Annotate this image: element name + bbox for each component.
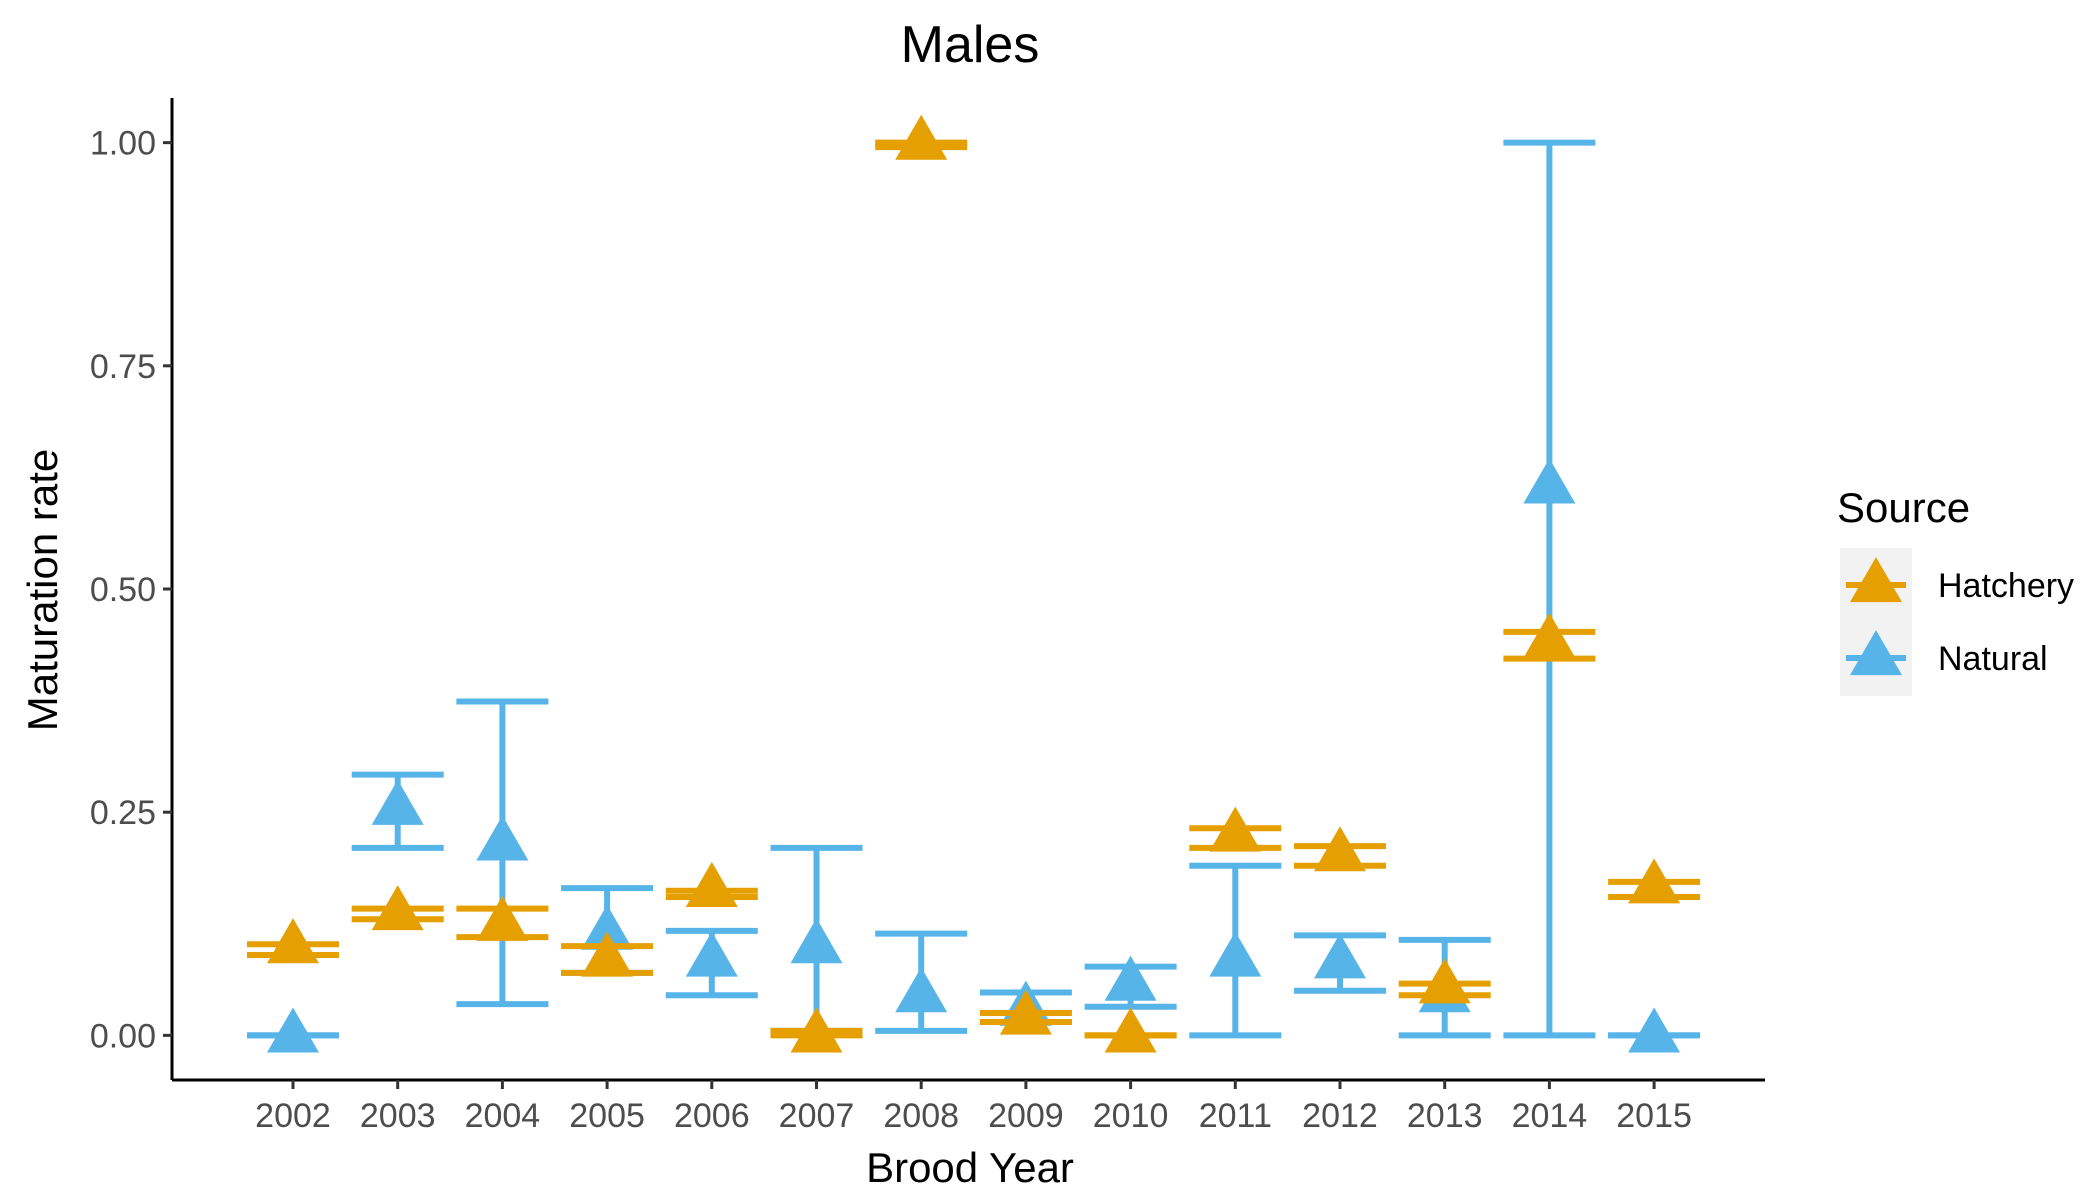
- data-point: [895, 967, 948, 1013]
- legend-label-hatchery: Hatchery: [1938, 567, 2074, 605]
- chart-title: Males: [901, 16, 1040, 74]
- data-point: [1314, 826, 1366, 872]
- x-tick-label: 2011: [1199, 1097, 1272, 1135]
- x-tick-label: 2014: [1512, 1097, 1588, 1135]
- data-point: [1628, 1007, 1681, 1053]
- x-tick-label: 2010: [1093, 1097, 1169, 1135]
- plot-area: [247, 114, 1701, 1053]
- x-tick-label: 2005: [569, 1097, 645, 1135]
- x-tick-label: 2008: [883, 1097, 959, 1135]
- data-point: [267, 918, 319, 964]
- y-tick-label: 0.00: [90, 1017, 156, 1055]
- x-tick-label: 2006: [674, 1097, 750, 1135]
- data-point: [790, 1007, 843, 1053]
- data-point: [1523, 458, 1576, 504]
- data-point: [476, 815, 529, 861]
- legend-label-natural: Natural: [1938, 640, 2048, 678]
- data-point: [1523, 612, 1576, 658]
- data-point: [371, 885, 424, 931]
- data-point: [1418, 958, 1471, 1004]
- data-point: [999, 989, 1052, 1035]
- y-tick-label: 1.00: [90, 125, 156, 163]
- y-tick-label: 0.25: [90, 794, 156, 832]
- data-point: [1104, 955, 1157, 1001]
- data-point: [685, 861, 738, 907]
- data-point: [1209, 806, 1262, 852]
- data-point: [790, 918, 843, 964]
- x-tick-label: 2013: [1407, 1097, 1483, 1135]
- x-tick-label: 2003: [360, 1097, 436, 1135]
- data-point: [685, 931, 738, 977]
- data-point: [476, 895, 529, 941]
- axes: 0.00 0.25 0.50 0.75 1.00 2002 2003 2004 2005 2006…: [90, 98, 1765, 1135]
- x-tick-label: 2015: [1616, 1097, 1692, 1135]
- y-tick-label: 0.75: [90, 348, 156, 386]
- data-point: [1628, 858, 1681, 904]
- x-tick-label: 2012: [1302, 1097, 1378, 1135]
- y-tick-label: 0.50: [90, 571, 156, 609]
- series-natural: [247, 139, 1701, 1053]
- legend-title: Source: [1837, 484, 1970, 531]
- y-axis-title: Maturation rate: [19, 449, 66, 731]
- legend-key-marker: [1850, 630, 1902, 676]
- data-point: [1209, 931, 1262, 977]
- data-point: [1104, 1007, 1157, 1053]
- x-tick-label: 2004: [465, 1097, 541, 1135]
- x-tick-label: 2002: [255, 1097, 331, 1135]
- data-point: [895, 114, 948, 160]
- x-axis-title: Brood Year: [866, 1144, 1074, 1191]
- data-point: [371, 779, 424, 825]
- data-point: [267, 1007, 319, 1053]
- x-tick-label: 2009: [988, 1097, 1064, 1135]
- series-hatchery: [247, 114, 1701, 1053]
- x-tick-label: 2007: [779, 1097, 855, 1135]
- legend-key-marker: [1850, 557, 1902, 603]
- data-point: [581, 931, 634, 977]
- data-point: [1314, 933, 1366, 979]
- data-point: [581, 904, 634, 950]
- legend: Source Hatchery Natural: [1837, 484, 2074, 696]
